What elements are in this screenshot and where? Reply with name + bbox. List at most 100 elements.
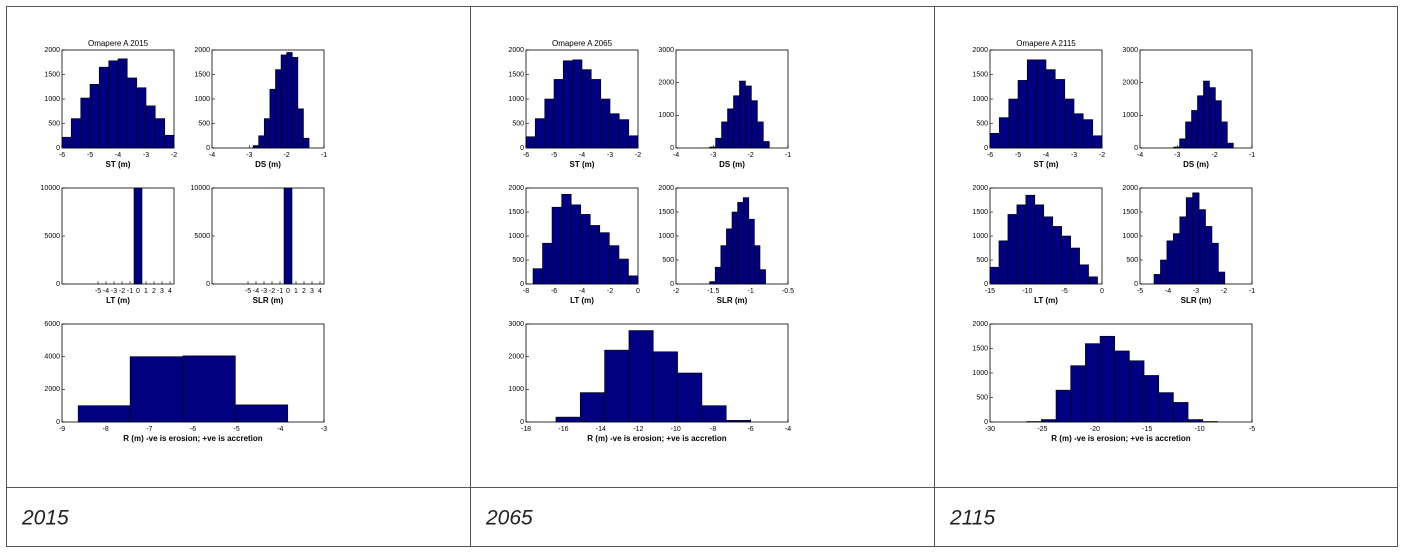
x-axis-label: ST (m): [106, 160, 131, 169]
histogram-bar: [573, 60, 582, 148]
histogram-bar: [582, 70, 591, 148]
y-tick-label: 500: [662, 257, 674, 264]
plot-area: [62, 188, 174, 284]
histogram-bar: [1046, 70, 1055, 148]
y-tick-label: 3000: [658, 47, 674, 54]
x-axis-label: SLR (m): [253, 296, 284, 305]
y-tick-label: 1000: [972, 233, 988, 240]
histogram-bar: [1199, 210, 1205, 284]
x-tick-label: -2: [1212, 152, 1218, 159]
x-tick-label: -1: [785, 152, 791, 159]
histogram-bar: [763, 141, 769, 148]
histogram-bar: [127, 78, 137, 148]
histogram-bar: [1173, 402, 1188, 422]
histogram-bar: [749, 219, 755, 284]
x-tick-label: -2: [1221, 288, 1227, 295]
x-tick-label: -15: [1142, 426, 1152, 433]
y-tick-label: 0: [520, 281, 524, 288]
x-tick-label: -3: [321, 426, 327, 433]
x-tick-label: -1: [1249, 152, 1255, 159]
x-tick-label: -5: [87, 152, 93, 159]
histogram-bar: [1203, 81, 1209, 148]
y-tick-label: 1500: [972, 345, 988, 352]
histogram-bar: [1062, 236, 1071, 284]
x-tick-label: -4: [785, 426, 791, 433]
y-tick-label: 0: [206, 281, 210, 288]
x-tick-label: -9: [59, 426, 65, 433]
x-axis-label: DS (m): [1183, 160, 1209, 169]
y-tick-label: 3000: [1122, 47, 1138, 54]
histogram-bar: [739, 81, 745, 148]
histogram-bar: [137, 88, 146, 148]
histogram-bar: [1018, 80, 1027, 148]
x-tick-label: -6: [190, 426, 196, 433]
x-tick-label: -10: [1022, 288, 1032, 295]
y-tick-label: 0: [984, 281, 988, 288]
x-tick-label: -1: [277, 288, 283, 295]
y-tick-label: 2000: [1122, 80, 1138, 87]
x-tick-label: -18: [521, 426, 531, 433]
x-tick-label: -2: [607, 288, 613, 295]
x-tick-label: -8: [103, 426, 109, 433]
y-tick-label: 1000: [44, 96, 60, 103]
histogram-bar: [1027, 60, 1037, 148]
x-tick-label: -6: [747, 426, 753, 433]
histogram-bar: [716, 138, 722, 148]
histogram-bar: [552, 207, 562, 284]
histogram-bar: [760, 270, 766, 284]
histogram-bar: [1041, 420, 1056, 422]
histogram-bar: [287, 52, 293, 148]
y-tick-label: 1500: [508, 71, 524, 78]
y-tick-label: 0: [1134, 145, 1138, 152]
x-tick-label: -4: [579, 152, 585, 159]
histogram-bar: [619, 120, 629, 148]
histogram-bar: [710, 282, 716, 284]
x-tick-label: -6: [59, 152, 65, 159]
y-tick-label: 0: [1134, 281, 1138, 288]
x-tick-label: -2: [673, 288, 679, 295]
x-tick-label: -14: [596, 426, 606, 433]
x-tick-label: -1.5: [707, 288, 719, 295]
histogram-bar: [1180, 139, 1186, 148]
y-tick-label: 1000: [508, 96, 524, 103]
y-tick-label: 2000: [658, 80, 674, 87]
y-tick-label: 0: [56, 281, 60, 288]
x-tick-label: -5: [1137, 288, 1143, 295]
y-tick-label: 0: [56, 419, 60, 426]
histogram-bar: [1174, 147, 1180, 148]
y-tick-label: 2000: [44, 386, 60, 393]
x-tick-label: -2: [119, 288, 125, 295]
y-tick-label: 1000: [972, 370, 988, 377]
histogram-bar: [1056, 390, 1071, 422]
y-tick-label: 2000: [658, 185, 674, 192]
y-tick-label: 1000: [1122, 233, 1138, 240]
histogram-bar: [629, 331, 653, 422]
x-tick-label: -2: [1099, 152, 1105, 159]
x-tick-label: -4: [1165, 288, 1171, 295]
y-tick-label: 2000: [508, 354, 524, 361]
histogram-bar: [1209, 88, 1215, 148]
chart-title: Omapere A 2115: [1016, 39, 1076, 48]
histogram-bar: [284, 188, 292, 284]
y-tick-label: 0: [670, 281, 674, 288]
histogram-bar: [653, 352, 677, 422]
histogram-bar: [726, 420, 750, 422]
histogram-bar: [619, 259, 629, 284]
x-tick-label: -5: [1062, 288, 1068, 295]
histogram-bar: [745, 86, 751, 148]
histogram-bar: [1080, 265, 1089, 284]
histogram-bar: [130, 357, 183, 422]
x-tick-label: -2: [635, 152, 641, 159]
chart-title: Omapere A 2015: [88, 39, 149, 48]
histogram-bar: [1212, 243, 1218, 284]
histogram-bar: [1093, 136, 1102, 148]
x-tick-label: -4: [115, 152, 121, 159]
histogram-bar: [1044, 217, 1053, 284]
x-tick-label: -25: [1037, 426, 1047, 433]
y-tick-label: 5000: [44, 233, 60, 240]
histogram-bar: [1009, 99, 1018, 148]
x-tick-label: -3: [246, 152, 252, 159]
y-tick-label: 1000: [508, 233, 524, 240]
x-tick-label: -1: [1249, 288, 1255, 295]
histogram-bar: [702, 406, 726, 422]
